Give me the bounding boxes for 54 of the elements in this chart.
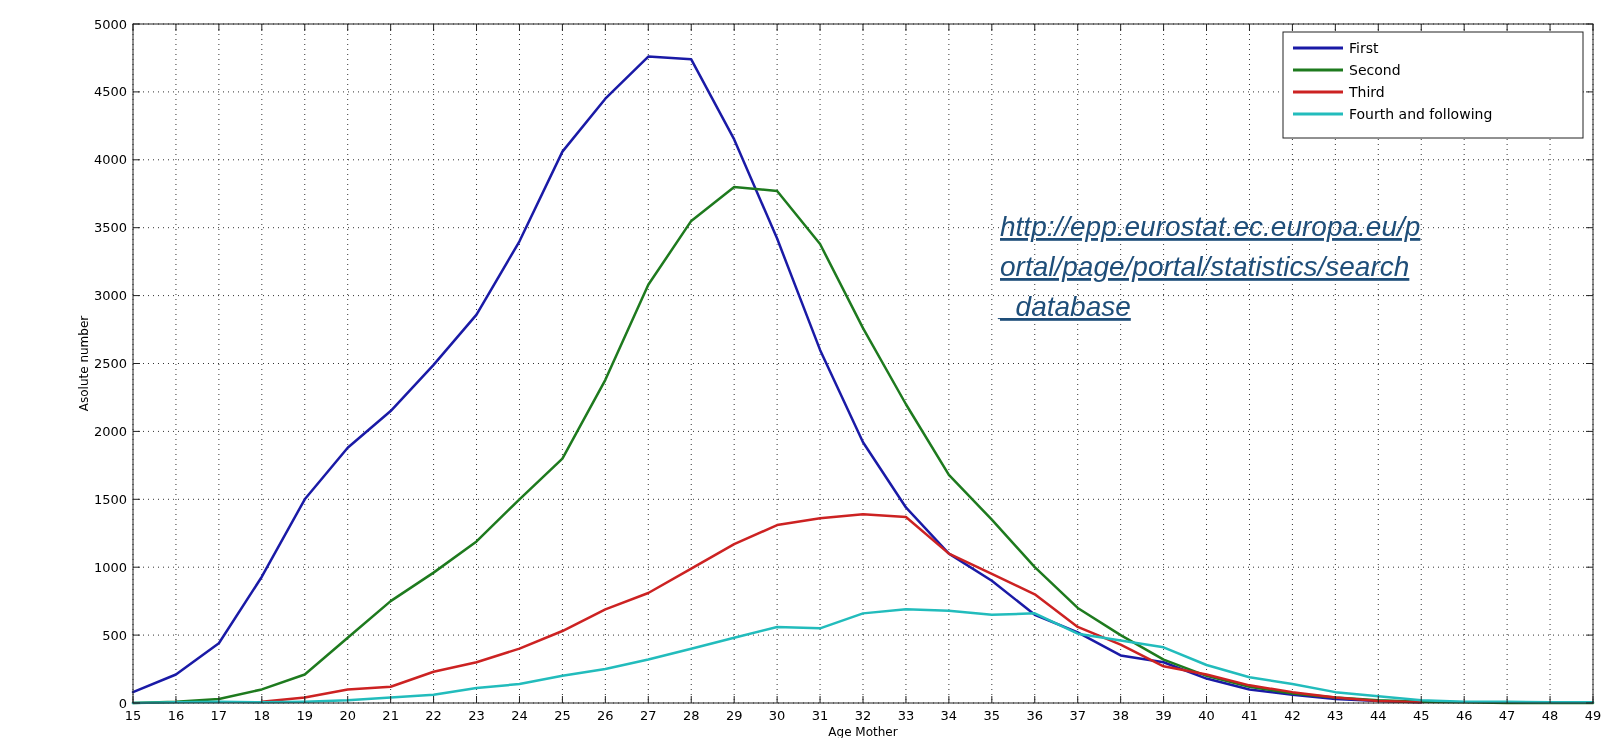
x-tick-label: 18 (253, 708, 271, 723)
x-tick-label: 27 (640, 708, 657, 723)
y-tick-label: 2000 (93, 423, 127, 439)
legend-label: Third (1348, 83, 1385, 100)
x-tick-label: 26 (597, 708, 614, 723)
x-tick-label: 33 (897, 708, 915, 723)
x-tick-label: 41 (1241, 708, 1258, 723)
x-tick-label: 44 (1370, 708, 1387, 723)
x-tick-label: 39 (1155, 708, 1172, 723)
x-tick-label: 31 (811, 708, 829, 723)
x-tick-label: 16 (167, 708, 185, 723)
x-tick-label: 45 (1412, 708, 1430, 723)
x-tick-label: 22 (425, 708, 442, 723)
x-tick-label: 19 (296, 708, 314, 723)
legend-label: Second (1349, 61, 1401, 78)
x-tick-label: 25 (554, 708, 571, 723)
x-tick-label: 40 (1198, 708, 1215, 723)
x-tick-label: 46 (1455, 708, 1473, 723)
x-tick-label: 36 (1026, 708, 1044, 723)
legend-label: First (1349, 39, 1379, 56)
line-series (260, 512, 1423, 704)
y-tick-label: 1000 (93, 559, 127, 575)
y-tick-label: 4500 (93, 84, 127, 100)
x-tick-label: 32 (854, 708, 872, 723)
x-tick-label: 30 (768, 708, 786, 723)
x-tick-label: 48 (1541, 708, 1559, 723)
x-tick-label: 43 (1327, 708, 1344, 723)
annotation: http://epp.eurostat.ec.europa.eu/portal/page/portal/statistics/search_database (997, 211, 1421, 322)
x-tick-label: 20 (339, 708, 356, 723)
y-tick-label: 500 (102, 627, 127, 643)
y-axis-title: Asolute number (77, 315, 91, 412)
x-tick-label: 17 (210, 708, 228, 723)
x-tick-label: 35 (983, 708, 1001, 723)
x-tick-label: 23 (468, 708, 485, 723)
y-tick-label: 5000 (93, 16, 127, 32)
x-tick-label: 28 (682, 708, 700, 723)
x-tick-label: 21 (382, 708, 399, 723)
x-axis-title: Age Mother (828, 725, 898, 739)
legend-label: Fourth and following (1349, 105, 1493, 122)
x-tick-label: 38 (1112, 708, 1129, 723)
x-tick-label: 47 (1498, 708, 1516, 723)
y-tick-label: 1500 (93, 491, 127, 507)
y-tick-label: 3500 (93, 220, 127, 236)
x-tick-label: 37 (1069, 708, 1086, 723)
x-tick-label: 15 (124, 708, 142, 723)
y-tick-label: 4000 (93, 152, 127, 168)
x-tick-label: 29 (725, 708, 743, 723)
y-tick-label: 0 (118, 695, 127, 711)
y-tick-label: 2500 (93, 356, 127, 372)
y-tick-label: 3000 (93, 288, 127, 304)
x-tick-label: 42 (1284, 708, 1301, 723)
x-tick-label: 34 (940, 708, 958, 723)
x-tick-label: 49 (1584, 708, 1602, 723)
x-tick-label: 24 (511, 708, 528, 723)
